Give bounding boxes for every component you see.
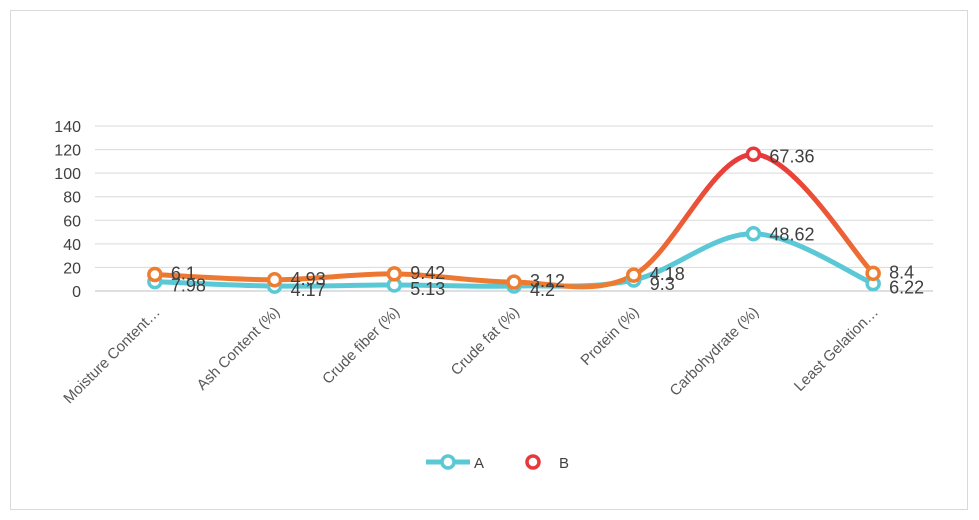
data-point-B [147,266,163,283]
x-tick-label: Carbohydrate (%) [667,304,763,400]
chart-frame: 0 20 40 60 80 100 120 140 Moisture Content… Ash … [10,10,968,510]
x-tick-label: Crude fat (%) [448,304,523,379]
legend-item-B[interactable]: B [511,454,569,472]
y-axis: 0 20 40 60 80 100 120 140 [54,119,81,301]
legend-label: A [474,455,484,472]
data-label: 48.62 [769,225,814,245]
x-tick-label: Ash Content (%) [194,304,284,394]
legend-swatch-marker [525,454,541,470]
data-labels: 7.98 4.17 5.13 4.2 9.3 48.62 6.22 6.1 4.93 9.42 3.… [171,146,924,300]
data-label: 67.36 [769,146,814,166]
gridlines [95,125,933,292]
data-label: 5.13 [410,279,445,299]
x-axis: Moisture Content… Ash Content (%) Crude fi… [60,304,882,407]
data-point-B [386,266,403,282]
data-label: 9.3 [650,274,675,294]
x-tick-label: Least Gelation… [791,304,882,395]
x-tick-label: Protein (%) [577,304,642,369]
data-point-B [745,146,762,163]
y-tick-label: 140 [54,119,81,136]
data-point-B [625,267,642,283]
data-label: 8.4 [889,262,914,282]
line-chart: 0 20 40 60 80 100 120 140 Moisture Content… Ash … [54,119,933,472]
y-tick-label: 20 [63,260,81,277]
data-point-B [266,272,283,288]
legend-swatch-marker [440,454,456,470]
y-tick-label: 60 [63,213,81,230]
data-label: 6.22 [889,278,924,298]
data-label: 9.42 [410,263,445,283]
data-label: 3.12 [530,271,565,291]
y-tick-label: 100 [54,166,81,183]
data-label: 4.17 [291,280,326,300]
y-tick-label: 120 [54,143,81,160]
legend-label: B [559,455,569,472]
y-tick-label: 80 [63,190,81,207]
data-point-B [506,274,522,290]
data-label: 4.18 [650,264,685,284]
x-tick-label: Crude fiber (%) [319,304,403,388]
legend-item-A[interactable]: A [426,454,484,472]
x-tick-label: Moisture Content… [60,304,163,407]
y-tick-label: 40 [63,237,81,254]
data-point-B [865,265,881,282]
data-point-A [745,225,762,242]
series-markers [147,146,881,294]
data-label: 6.1 [171,264,196,284]
data-label: 7.98 [171,276,206,296]
data-label: 4.93 [291,269,326,289]
y-tick-label: 0 [72,284,81,301]
data-label: 4.2 [530,280,555,300]
